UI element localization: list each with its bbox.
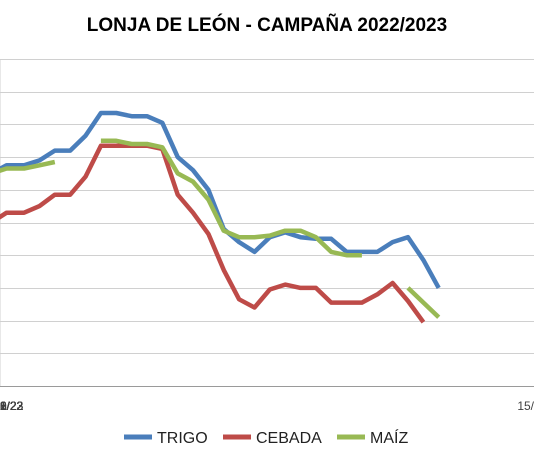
x-tick-label: 15/ [517, 399, 534, 413]
series-maíz [0, 138, 441, 319]
series-line [100, 138, 362, 258]
legend-label: MAÍZ [370, 428, 408, 447]
grid [0, 59, 534, 387]
x-tick-label: 15/11/22 [0, 399, 23, 413]
x-tick-label: 15/10/22 [0, 399, 24, 413]
series-line [0, 159, 56, 173]
chart-title: LONJA DE LEÓN - CAMPAÑA 2022/2023 [87, 14, 447, 36]
series-cebada [0, 143, 426, 324]
x-tick-label: 15/02/23 [0, 399, 24, 413]
series-line [0, 110, 441, 289]
x-tick-label: 15/01/23 [0, 399, 24, 413]
legend-label: TRIGO [157, 430, 208, 447]
x-tick-label: 15/03/23 [0, 399, 24, 413]
series-layer [0, 110, 441, 324]
x-axis-ticks: 8/2215/09/2215/10/2215/11/2215/12/2215/0… [0, 399, 534, 413]
legend: TRIGO CEBADA MAÍZ [124, 428, 408, 447]
series-trigo [0, 110, 441, 289]
x-tick-label: 8/22 [0, 399, 24, 413]
x-tick-label: 15/12/22 [0, 399, 24, 413]
series-line [0, 143, 426, 324]
x-tick-label: 15/09/22 [0, 399, 24, 413]
series-line [406, 286, 441, 319]
legend-label: CEBADA [256, 430, 322, 447]
